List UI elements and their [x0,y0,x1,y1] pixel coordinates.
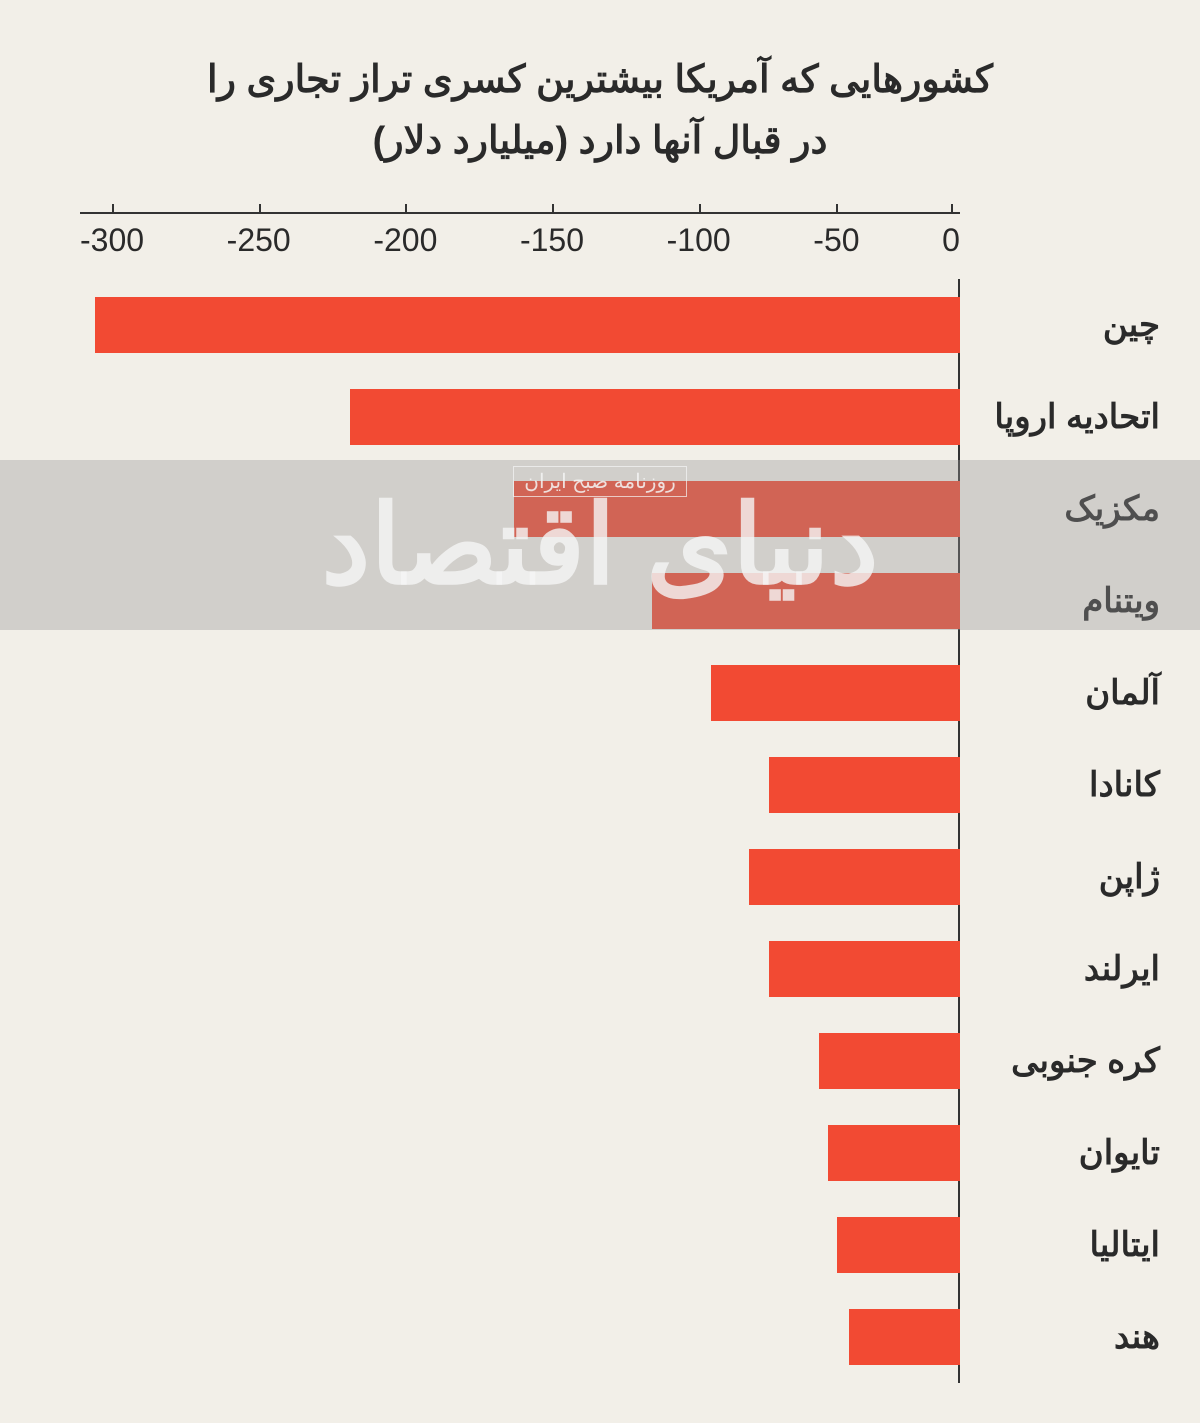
bar [514,481,960,537]
title-line-2: در قبال آنها دارد (میلیارد دلار) [40,111,1160,172]
bar [819,1033,960,1089]
bar [849,1309,960,1365]
bar [350,389,960,445]
bar [769,757,960,813]
x-axis: -300 -250 -200 -150 -100 -50 0 [80,212,960,259]
bar-row: ژاپن [80,831,960,923]
bar-row: چین [80,279,960,371]
x-axis-tick: -150 [520,222,584,259]
bar-row: ایتالیا [80,1199,960,1291]
bar-row: هند [80,1291,960,1383]
bar [95,297,960,353]
x-axis-tick: -200 [373,222,437,259]
bar-label: آلمان [970,673,1160,713]
chart-area: -300 -250 -200 -150 -100 -50 0 چیناتحادیه اروپ… [80,212,960,1383]
bar-label: چین [970,305,1160,345]
bar [652,573,960,629]
chart-title: کشورهایی که آمریکا بیشترین کسری تراز تجا… [40,50,1160,172]
bar-label: هند [970,1317,1160,1357]
bar-label: ایرلند [970,949,1160,989]
x-axis-tick: -100 [667,222,731,259]
x-axis-tick: 0 [942,222,960,259]
bar-row: تایوان [80,1107,960,1199]
bar-label: ایتالیا [970,1225,1160,1265]
title-line-1: کشورهایی که آمریکا بیشترین کسری تراز تجا… [40,50,1160,111]
bar-label: تایوان [970,1133,1160,1173]
bar-row: آلمان [80,647,960,739]
bar-label: کانادا [970,765,1160,805]
bar [749,849,960,905]
bar-row: کره جنوبی [80,1015,960,1107]
bar-label: ژاپن [970,857,1160,897]
x-axis-tick: -50 [813,222,859,259]
bar-row: ایرلند [80,923,960,1015]
plot-area: چیناتحادیه اروپامکزیکویتنامآلمانکاناداژا… [80,279,960,1383]
bar-row: مکزیک [80,463,960,555]
x-axis-tick: -250 [227,222,291,259]
bar [711,665,960,721]
bar [828,1125,960,1181]
bar-row: کانادا [80,739,960,831]
bar-label: اتحادیه اروپا [970,397,1160,437]
bar-label: مکزیک [970,489,1160,529]
bar-label: کره جنوبی [970,1041,1160,1081]
bar [837,1217,960,1273]
bar-label: ویتنام [970,581,1160,621]
bar-row: اتحادیه اروپا [80,371,960,463]
x-axis-tick: -300 [80,222,144,259]
bar-row: ویتنام [80,555,960,647]
bar [769,941,960,997]
